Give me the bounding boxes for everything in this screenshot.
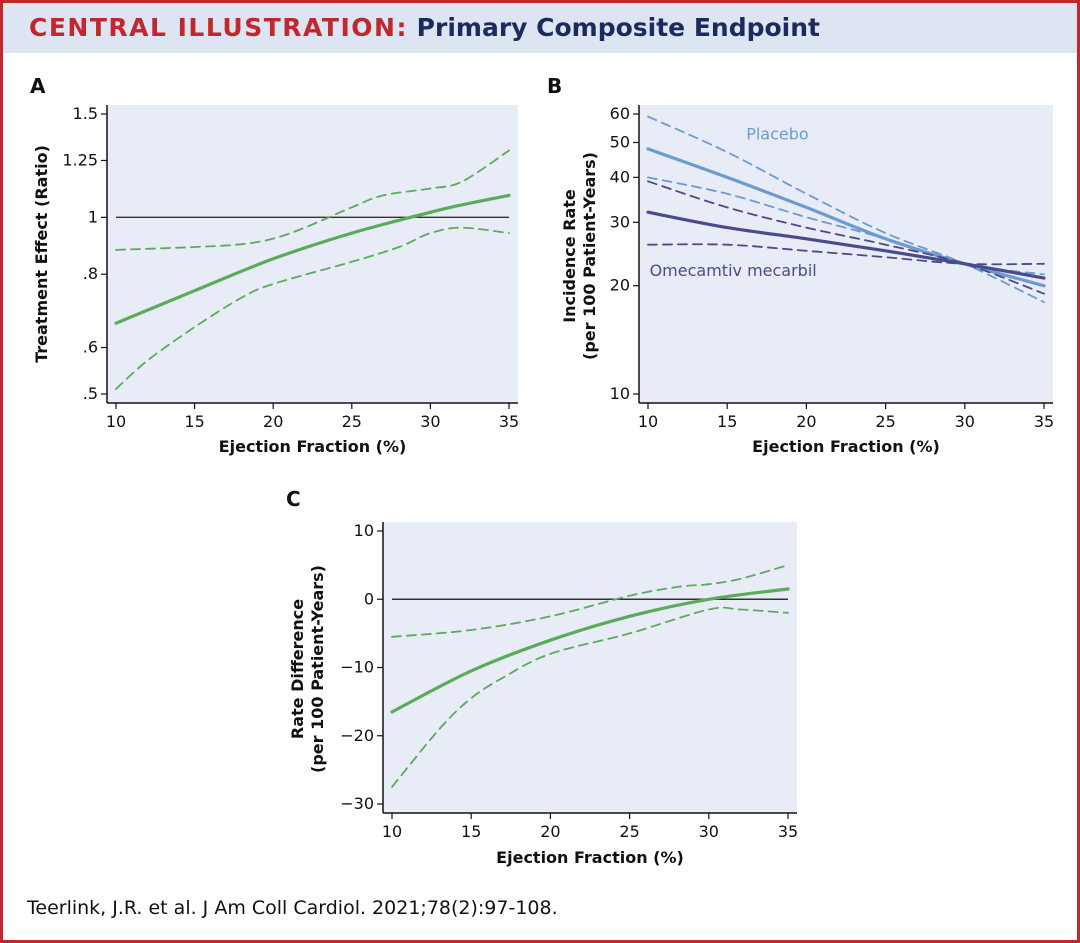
x-tick-label: 15: [184, 412, 204, 431]
x-tick-label: 30: [699, 822, 719, 841]
y-axis-label-line: (per 100 Patient-Years): [308, 565, 327, 773]
x-tick-label: 20: [263, 412, 283, 431]
y-tick-label: .6: [83, 338, 98, 357]
omecamtiv-mecarbil-lower-ci-line: [647, 243, 1045, 266]
x-tick-label: 20: [796, 412, 816, 431]
x-tick-label: 20: [540, 822, 560, 841]
chart-panel-b: 10 15 20 25 30 35 10 20 30 40 50 60 Placebo Omecamtiv…: [560, 104, 1054, 456]
y-tick-label: −20: [340, 726, 374, 745]
y-axis-label: Incidence Rate(per 100 Patient-Years): [560, 152, 599, 360]
series-label-placebo: Placebo: [746, 124, 808, 143]
title-prefix: CENTRAL ILLUSTRATION:: [29, 13, 408, 42]
y-tick-label: 0: [364, 589, 374, 608]
x-tick-label: 30: [420, 412, 440, 431]
upper-ci-line: [391, 564, 789, 638]
y-tick-label: 1.5: [73, 104, 98, 123]
x-tick-label: 35: [778, 822, 798, 841]
x-axis-label: Ejection Fraction (%): [496, 848, 684, 867]
panel-b-letter: B: [547, 74, 563, 98]
y-axis-label-line: Rate Difference: [288, 599, 307, 739]
title-main: Primary Composite Endpoint: [416, 13, 821, 42]
x-tick-label: 25: [342, 412, 362, 431]
series-label-omecamtiv-mecarbil: Omecamtiv mecarbil: [650, 261, 817, 280]
upper-ci-line: [115, 149, 510, 251]
y-tick-label: 60: [610, 104, 630, 123]
y-axis-label: Rate Difference(per 100 Patient-Years): [288, 565, 327, 773]
y-tick-label: 1.25: [62, 150, 98, 169]
illustration-title: CENTRAL ILLUSTRATION: Primary Composite …: [29, 13, 820, 42]
plot-background: [107, 105, 518, 403]
lower-ci-line: [391, 606, 789, 788]
y-axis-label: Treatment Effect (Ratio): [32, 145, 51, 363]
panel-c-letter: C: [286, 487, 301, 511]
placebo-upper-ci-line: [647, 115, 1045, 303]
y-tick-label: 1: [88, 207, 98, 226]
x-tick-label: 35: [499, 412, 519, 431]
x-tick-label: 10: [382, 822, 402, 841]
y-axis-label-line: (per 100 Patient-Years): [580, 152, 599, 360]
estimate-line: [390, 587, 790, 714]
y-tick-label: −10: [340, 658, 374, 677]
header-bar: CENTRAL ILLUSTRATION: Primary Composite …: [3, 3, 1077, 53]
estimate-line: [114, 193, 511, 325]
y-tick-label: 30: [610, 212, 630, 231]
omecamtiv-mecarbil-estimate-line: [646, 210, 1046, 280]
chart-panel-a: 10 15 20 25 30 35 .5 .6 .8 1 1.25 1.5 Ejection Fract…: [32, 104, 519, 456]
x-tick-label: 10: [638, 412, 658, 431]
y-axis-label-line: Incidence Rate: [560, 189, 579, 323]
y-tick-label: .8: [83, 264, 98, 283]
x-tick-label: 15: [461, 822, 481, 841]
lower-ci-line: [115, 226, 510, 390]
y-tick-label: 10: [354, 521, 374, 540]
x-tick-label: 35: [1034, 412, 1054, 431]
y-tick-label: .5: [83, 384, 98, 403]
y-tick-label: 50: [610, 132, 630, 151]
y-tick-label: −30: [340, 794, 374, 813]
panel-a-letter: A: [30, 74, 46, 98]
chart-panel-c: 10 15 20 25 30 35 −30 −20 −10 0 10 Ejection Fractio…: [288, 521, 798, 867]
x-tick-label: 10: [106, 412, 126, 431]
x-axis-label: Ejection Fraction (%): [219, 437, 407, 456]
plot-background: [383, 522, 797, 813]
y-tick-label: 10: [610, 384, 630, 403]
y-tick-label: 40: [610, 167, 630, 186]
x-tick-label: 15: [717, 412, 737, 431]
x-tick-label: 25: [875, 412, 895, 431]
x-axis-label: Ejection Fraction (%): [752, 437, 940, 456]
omecamtiv-mecarbil-upper-ci-line: [647, 180, 1045, 295]
x-tick-label: 30: [955, 412, 975, 431]
y-tick-label: 20: [610, 276, 630, 295]
citation: Teerlink, J.R. et al. J Am Coll Cardiol.…: [27, 897, 558, 919]
x-tick-label: 25: [619, 822, 639, 841]
